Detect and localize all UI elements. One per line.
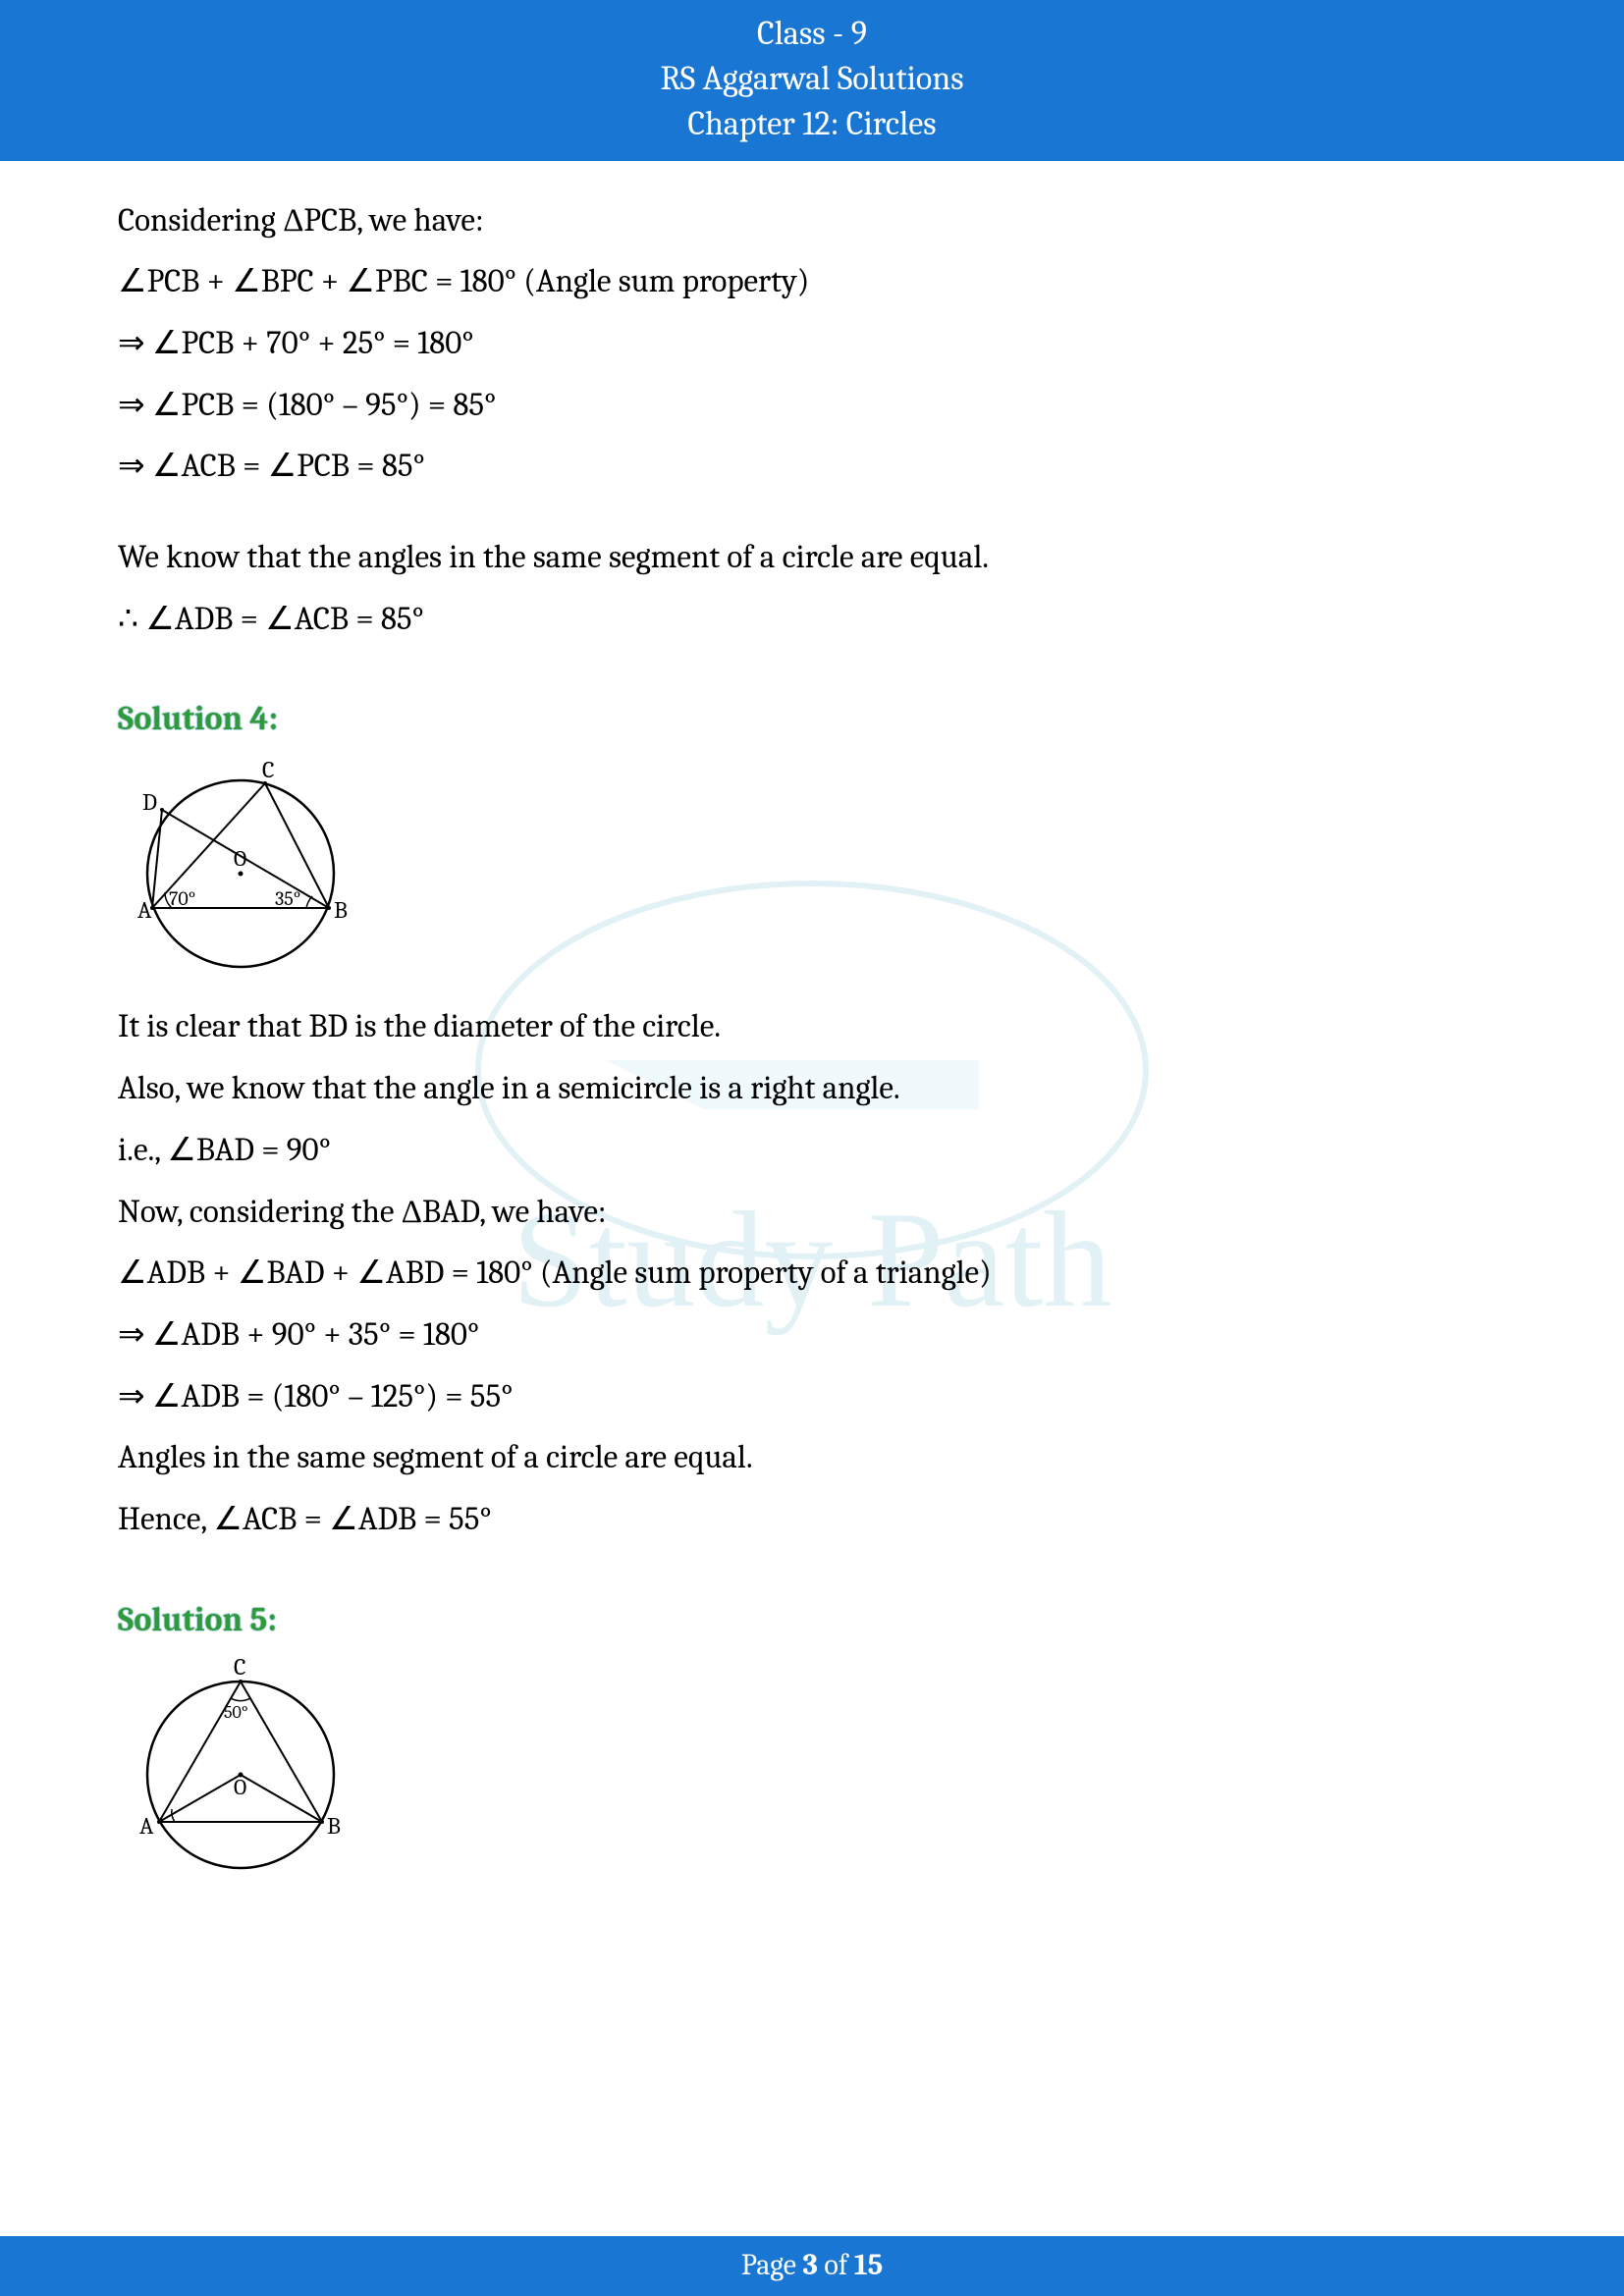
header-banner: Class - 9 RS Aggarwal Solutions Chapter … bbox=[0, 0, 1624, 161]
text-line: Considering ΔPCB, we have: bbox=[118, 190, 1506, 252]
svg-text:A: A bbox=[139, 1812, 154, 1840]
text-line: ⇒ ∠ADB + 90° + 35° = 180° bbox=[118, 1305, 1506, 1366]
svg-text:B: B bbox=[334, 896, 348, 924]
text-line: It is clear that BD is the diameter of t… bbox=[118, 996, 1506, 1058]
header-line-1: Class - 9 bbox=[0, 12, 1624, 57]
text-line: Now, considering the ΔBAD, we have: bbox=[118, 1182, 1506, 1244]
svg-text:35°: 35° bbox=[275, 887, 300, 910]
text-line: ∴ ∠ADB = ∠ACB = 85° bbox=[118, 589, 1506, 651]
text-line: Angles in the same segment of a circle a… bbox=[118, 1427, 1506, 1489]
content-area: Considering ΔPCB, we have: ∠PCB + ∠BPC +… bbox=[0, 161, 1624, 1883]
solution-4-diagram: A B C D O 70° 35° bbox=[118, 756, 1506, 977]
text-line: ∠ADB + ∠BAD + ∠ABD = 180° (Angle sum pro… bbox=[118, 1243, 1506, 1305]
footer-prefix: Page bbox=[741, 2248, 803, 2282]
text-line: ⇒ ∠ADB = (180° – 125°) = 55° bbox=[118, 1366, 1506, 1428]
text-line: ⇒ ∠ACB = ∠PCB = 85° bbox=[118, 436, 1506, 498]
svg-text:C: C bbox=[262, 756, 274, 783]
svg-text:70°: 70° bbox=[169, 887, 195, 910]
header-line-3: Chapter 12: Circles bbox=[0, 102, 1624, 147]
text-line: ⇒ ∠PCB + 70° + 25° = 180° bbox=[118, 313, 1506, 375]
text-line: Also, we know that the angle in a semici… bbox=[118, 1058, 1506, 1120]
svg-text:D: D bbox=[142, 788, 157, 816]
text-line: ∠PCB + ∠BPC + ∠PBC = 180° (Angle sum pro… bbox=[118, 251, 1506, 313]
svg-text:C: C bbox=[234, 1657, 245, 1681]
header-line-2: RS Aggarwal Solutions bbox=[0, 57, 1624, 102]
solution-5-diagram: A B C O 50° bbox=[118, 1657, 1506, 1883]
text-line: Hence, ∠ACB = ∠ADB = 55° bbox=[118, 1489, 1506, 1551]
svg-text:50°: 50° bbox=[224, 1702, 248, 1723]
footer-middle: of bbox=[818, 2248, 854, 2282]
svg-text:O: O bbox=[234, 846, 246, 872]
footer-total: 15 bbox=[854, 2248, 883, 2282]
svg-text:A: A bbox=[137, 896, 152, 924]
page-container: Class - 9 RS Aggarwal Solutions Chapter … bbox=[0, 0, 1624, 2296]
text-line: i.e., ∠BAD = 90° bbox=[118, 1120, 1506, 1182]
footer-banner: Page 3 of 15 bbox=[0, 2236, 1624, 2296]
footer-page-num: 3 bbox=[803, 2248, 818, 2282]
text-line: We know that the angles in the same segm… bbox=[118, 527, 1506, 589]
solution-4-heading: Solution 4: bbox=[118, 699, 1506, 738]
text-line: ⇒ ∠PCB = (180° – 95°) = 85° bbox=[118, 375, 1506, 437]
solution-5-heading: Solution 5: bbox=[118, 1600, 1506, 1639]
svg-text:O: O bbox=[234, 1775, 246, 1800]
svg-text:B: B bbox=[327, 1812, 341, 1840]
